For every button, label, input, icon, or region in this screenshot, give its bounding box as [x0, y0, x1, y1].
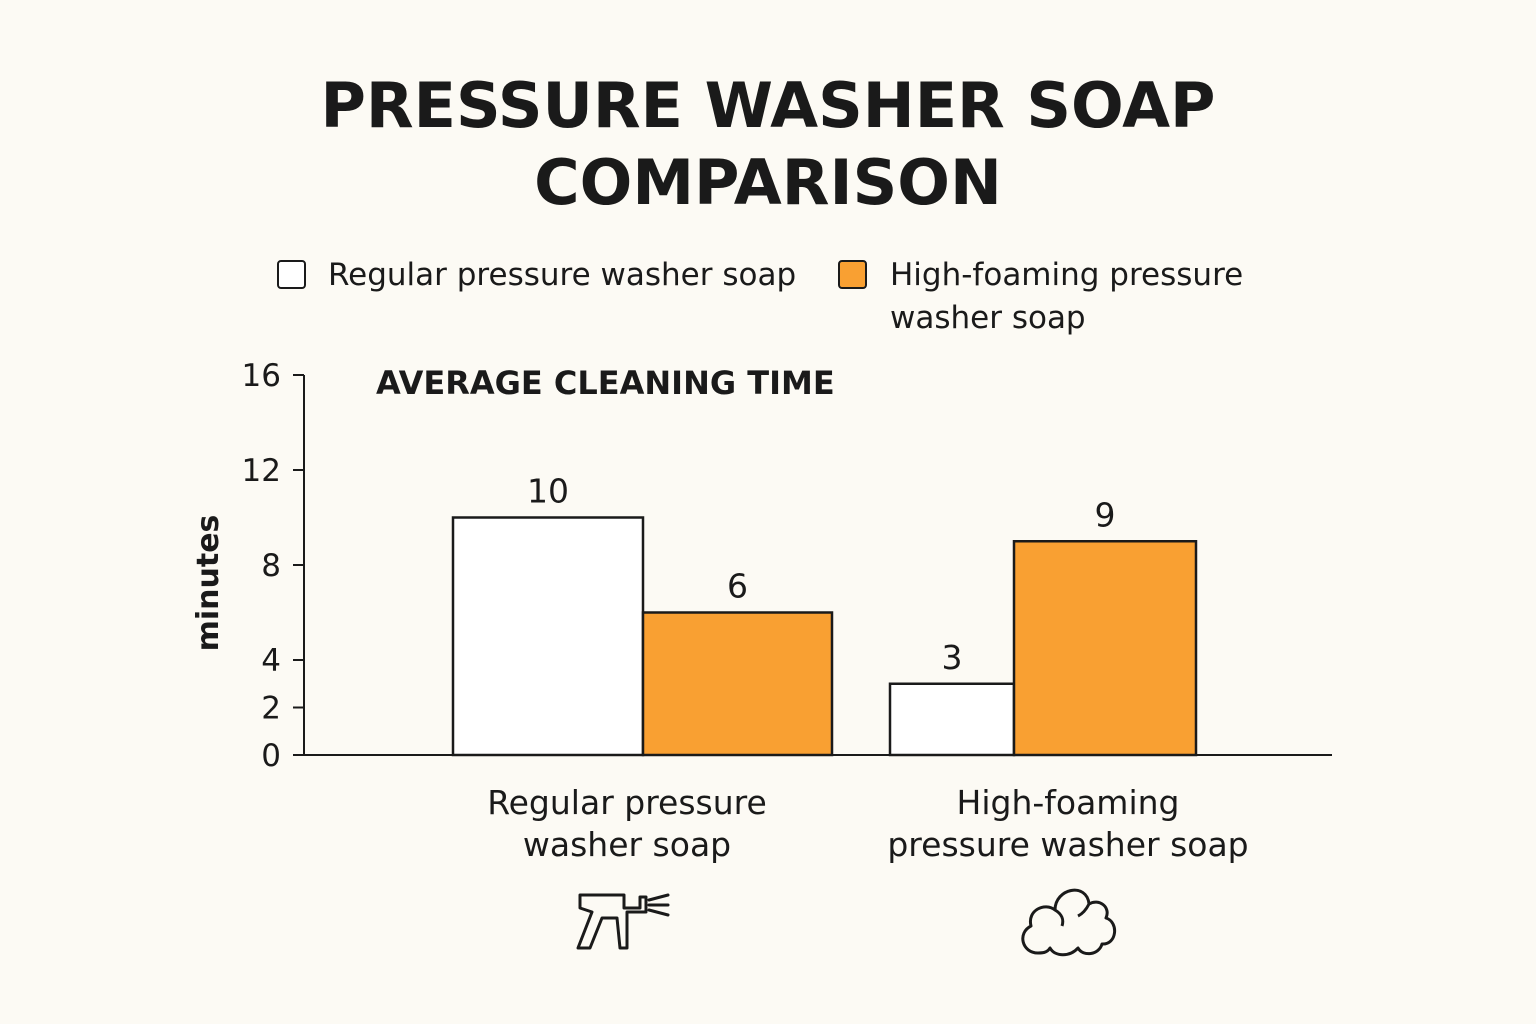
- data-label-high-foaming-cat-1: 6: [727, 567, 748, 606]
- legend-swatch-high-foaming: [838, 260, 867, 289]
- data-label-regular-cat-1: 10: [527, 472, 569, 511]
- chart-title-line-1: PRESSURE WASHER SOAP: [320, 69, 1216, 142]
- legend-swatch-regular: [277, 260, 306, 289]
- category-label-1-line-2: washer soap: [523, 825, 731, 864]
- chart-subtitle: AVERAGE CLEANING TIME: [376, 364, 835, 402]
- y-tick-label: 4: [261, 643, 281, 679]
- y-tick-label: 16: [242, 358, 281, 394]
- foam-cloud-icon: [1021, 888, 1116, 957]
- bars: 10 6 3 9: [451, 472, 1198, 757]
- y-axis-label: minutes: [191, 515, 226, 652]
- spray-gun-icon: [576, 893, 670, 950]
- y-tick-label: 0: [261, 738, 281, 774]
- bar-high-foaming-cat-1: [641, 611, 834, 757]
- data-label-high-foaming-cat-2: 9: [1095, 495, 1116, 534]
- y-tick-label: 12: [242, 453, 281, 489]
- legend-label-high-foaming-line-2: washer soap: [890, 300, 1086, 336]
- y-tick-label: 2: [261, 691, 281, 727]
- bar-high-foaming-cat-2: [1012, 540, 1198, 757]
- y-axis-ticks: 0 2 4 8 12 16: [242, 358, 304, 774]
- category-label-2-line-1: High-foaming: [957, 783, 1180, 822]
- category-label-1-line-1: Regular pressure: [487, 783, 767, 822]
- bar-regular-cat-2: [888, 682, 1016, 757]
- category-label-2-line-2: pressure washer soap: [887, 825, 1248, 864]
- y-tick-label: 8: [261, 548, 281, 584]
- bar-regular-cat-1: [451, 516, 645, 757]
- legend-label-high-foaming-line-1: High-foaming pressure: [890, 257, 1244, 293]
- chart-title-line-2: COMPARISON: [534, 146, 1002, 219]
- legend-label-regular: Regular pressure washer soap: [328, 257, 797, 293]
- data-label-regular-cat-2: 3: [942, 638, 963, 677]
